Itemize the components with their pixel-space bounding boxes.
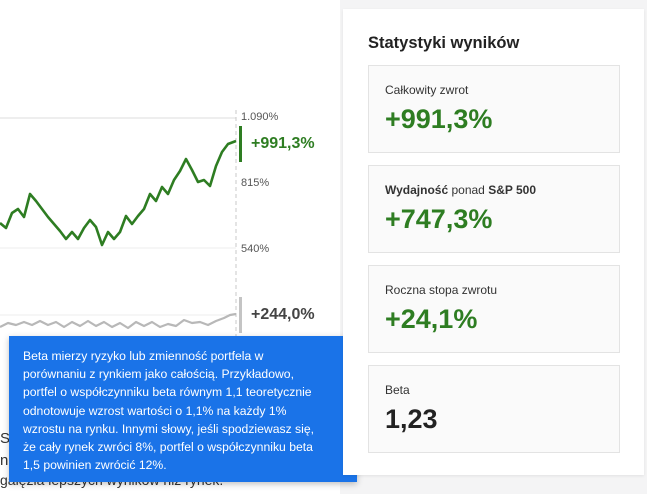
tooltip-line: 1,5 powinien zwrócić 12%.: [23, 458, 167, 473]
y-axis-label-top: 1.090%: [241, 111, 279, 123]
stat-card-annual-return[interactable]: Roczna stopa zwrotu +24,1%: [368, 265, 620, 353]
tooltip-line: odnotowuje wzrost wartości o 1,1% na każ…: [23, 403, 287, 418]
portfolio-series-line: [0, 139, 237, 247]
portfolio-value-tag: +991,3%: [239, 126, 335, 162]
stat-label-bold-performance: Wydajność: [385, 183, 449, 197]
tooltip-line: Beta mierzy ryzyko lub zmienność portfel…: [23, 349, 264, 363]
y-axis-label-mid: 815%: [241, 177, 270, 189]
stat-value-vs-sp500: +747,3%: [385, 204, 493, 234]
performance-line-chart: [0, 110, 237, 340]
stat-value-total-return: +991,3%: [385, 104, 493, 134]
benchmark-color-bar: [239, 297, 242, 333]
tooltip-line: portfel o współczynniku beta równym 1,1 …: [23, 385, 312, 400]
tooltip-line: wzrostu na rynku. Innymi słowy, jeśli sp…: [23, 421, 315, 436]
stats-panel-title: Statystyki wyników: [368, 34, 520, 52]
background-text-line2: n: [0, 452, 9, 469]
y-axis-label-low: 540%: [241, 243, 270, 255]
background-text-line1: S: [0, 430, 11, 447]
stat-card-total-return[interactable]: Całkowity zwrot +991,3%: [368, 65, 620, 153]
beta-info-tooltip: Beta mierzy ryzyko lub zmienność portfel…: [9, 336, 357, 482]
portfolio-color-bar: [239, 126, 242, 162]
stat-label-connector: ponad: [448, 183, 489, 197]
tooltip-line: porównaniu z rynkiem jako całością. Przy…: [23, 367, 294, 382]
benchmark-value-text: +244,0%: [251, 306, 315, 323]
tooltip-line: że cały rynek zwróci 8%, portfel o współ…: [23, 440, 313, 455]
benchmark-value-tag: +244,0%: [239, 297, 335, 333]
benchmark-series-line: [0, 312, 237, 330]
stat-label-total-return: Całkowity zwrot: [385, 83, 469, 97]
stat-card-beta[interactable]: Beta 1,23: [368, 365, 620, 453]
portfolio-value-text: +991,3%: [251, 135, 315, 152]
performance-stats-panel: Statystyki wyników Całkowity zwrot +991,…: [343, 9, 644, 475]
stat-label-beta: Beta: [385, 383, 410, 397]
stat-label-vs-sp500: Wydajność ponad S&P 500: [385, 183, 536, 197]
stat-value-annual-return: +24,1%: [385, 304, 478, 334]
stat-value-beta: 1,23: [385, 404, 438, 434]
stat-label-bold-index: S&P 500: [488, 183, 536, 197]
stat-label-annual-return: Roczna stopa zwrotu: [385, 283, 498, 297]
stat-card-vs-sp500[interactable]: Wydajność ponad S&P 500 +747,3%: [368, 165, 620, 253]
